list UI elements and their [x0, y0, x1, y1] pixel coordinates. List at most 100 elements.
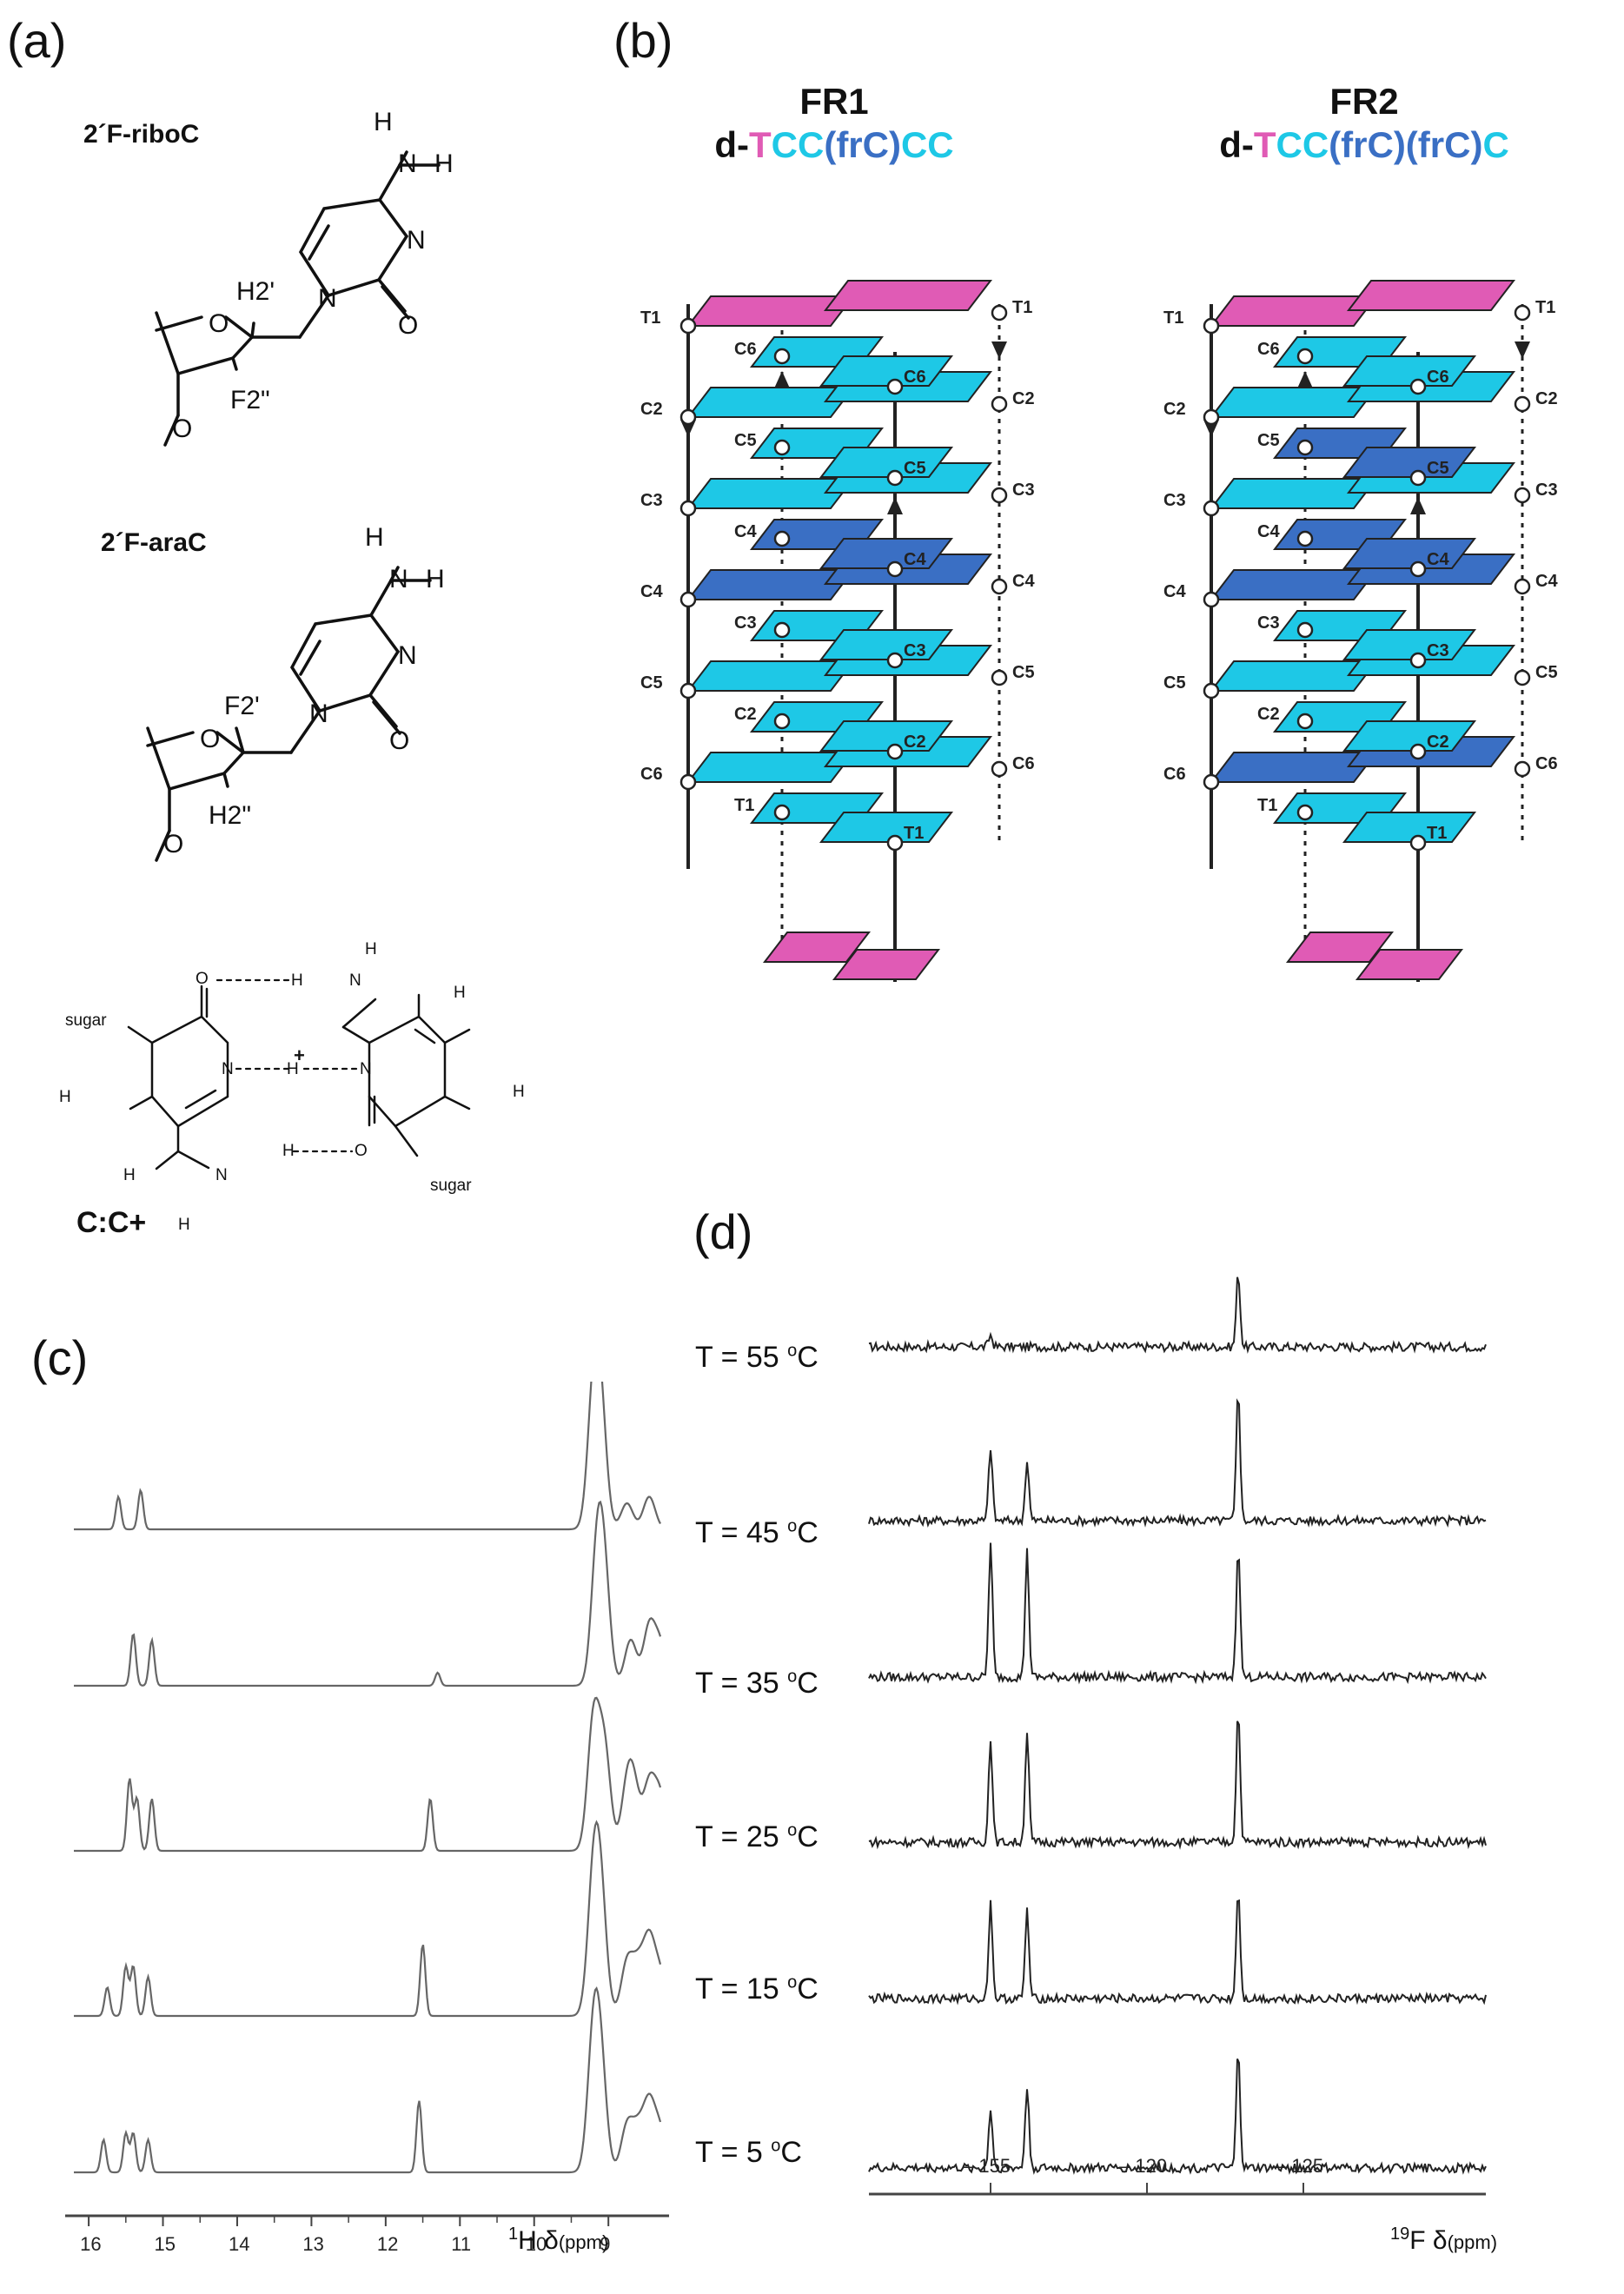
strand-label: T1 [1535, 298, 1555, 317]
strand-node [1409, 378, 1427, 395]
strand-node [1203, 408, 1220, 426]
base-plate [1342, 447, 1477, 478]
fr2-sequence: d-TCC(frC)(frC)C [1156, 123, 1573, 167]
strand-label: C6 [904, 368, 926, 387]
degree-sign: o [787, 1341, 798, 1361]
strand-label: C2 [1012, 389, 1035, 408]
strand-label: C6 [1012, 754, 1035, 773]
strand-node [679, 773, 697, 791]
strand-node [679, 408, 697, 426]
strand-label: C4 [1163, 582, 1186, 601]
strand-node [1203, 773, 1220, 791]
base-plate [1342, 629, 1477, 660]
strand-node [886, 743, 904, 760]
f19-spectra: – 155 – 120 – 125 [868, 1276, 1487, 2196]
fr2-title: FR2 [1329, 81, 1399, 122]
mol-name-riboc: 2´F-riboC [83, 120, 200, 149]
atom-label: H [513, 1083, 525, 1101]
atom-label: H [287, 1060, 299, 1078]
strand-label: T1 [640, 308, 660, 328]
h1-tick-label: 14 [229, 2233, 249, 2255]
strand-node [991, 304, 1008, 322]
strand-label: C6 [1163, 765, 1186, 784]
fr1-sequence: d-TCC(frC)CC [626, 123, 1043, 167]
strand-label: C2 [1535, 389, 1558, 408]
base-plate [762, 932, 872, 963]
strand-label: C4 [1427, 550, 1449, 569]
atom-label: F2' [224, 692, 260, 720]
base-plate [832, 949, 941, 980]
temperature-value: T = 45 [695, 1516, 788, 1549]
atom-label: N [398, 641, 417, 670]
strand-label: C5 [1012, 663, 1035, 682]
temperature-unit: C [797, 1972, 819, 2006]
strand-node [886, 469, 904, 487]
atom-label: H [123, 1166, 136, 1184]
strand-node [886, 378, 904, 395]
f19-axis-sup: 19 [1390, 2224, 1410, 2244]
strand-label: C3 [1163, 491, 1186, 510]
atom-label: H [178, 1216, 190, 1234]
strand-label: C4 [1012, 572, 1035, 591]
f19-tick-label: – 120 [1119, 2155, 1167, 2177]
h1-axis-sup: 1 [508, 2224, 519, 2244]
strand-node [1296, 621, 1314, 639]
temperature-unit: C [797, 1341, 819, 1374]
h1-tick-label: 16 [80, 2233, 101, 2255]
strand-node [1203, 317, 1220, 335]
strand-node [1409, 743, 1427, 760]
temperature-value: T = 55 [695, 1341, 788, 1374]
strand-label: C4 [904, 550, 926, 569]
temperature-unit: C [797, 1820, 819, 1853]
degree-sign: o [771, 2136, 781, 2156]
temperature-value: T = 5 [695, 2136, 772, 2169]
h1-axis-label: 1H δ(ppm) [508, 2224, 608, 2256]
strand-label: C4 [640, 582, 663, 601]
sequence-part: C [1482, 124, 1509, 166]
atom-label: H [59, 1088, 71, 1106]
strand-node [1514, 669, 1531, 686]
strand-label: C4 [734, 522, 757, 541]
strand-label: C6 [640, 765, 663, 784]
strand-label: C3 [734, 613, 757, 633]
arrow-up-icon [1410, 497, 1426, 514]
atom-label: H [365, 940, 377, 958]
base-plate [819, 629, 954, 660]
panel-label-a: (a) [7, 13, 67, 68]
temperature-label: T = 5 oC [695, 2136, 802, 2170]
base-plate [1346, 280, 1516, 311]
strand-label: C5 [640, 673, 663, 693]
base-plate [1285, 932, 1395, 963]
atom-label: O [196, 970, 209, 988]
sequence-part: T [749, 124, 772, 166]
sequence-part: (frC) [824, 124, 901, 166]
atom-label: O [355, 1142, 368, 1160]
h1-tick-label: 13 [302, 2233, 323, 2255]
f19-spectrum-trace [868, 1720, 1487, 1850]
strand-label: C2 [904, 733, 926, 752]
strand-node [1203, 591, 1220, 608]
base-plate [819, 720, 954, 752]
strand-label: C6 [1427, 368, 1449, 387]
temperature-label: T = 55 oC [695, 1341, 819, 1375]
atom-label: N [318, 284, 337, 313]
atom-label: H [282, 1142, 295, 1160]
strand-label: C3 [1257, 613, 1280, 633]
strand-node [1409, 652, 1427, 669]
h1-tick-label: 15 [155, 2233, 176, 2255]
strand-node [1409, 560, 1427, 578]
h1-tick-label: 12 [377, 2233, 398, 2255]
strand-node [1514, 578, 1531, 595]
atom-label: O [200, 725, 220, 753]
sequence-part: d- [714, 124, 749, 166]
strand-node [991, 395, 1008, 413]
strand-node [1514, 395, 1531, 413]
sequence-part: CC [900, 124, 954, 166]
f19-axis-sub: (ppm) [1447, 2231, 1498, 2253]
temperature-label: T = 15 oC [695, 1972, 819, 2006]
h1-spectra: 16 15 14 13 12 11 10 9 [65, 1382, 669, 2255]
panel-label-b: (b) [613, 13, 673, 68]
arrow-up-icon [887, 497, 903, 514]
f19-spectrum-trace [868, 1899, 1487, 2006]
h1-spectrum-trace [74, 1500, 662, 1687]
